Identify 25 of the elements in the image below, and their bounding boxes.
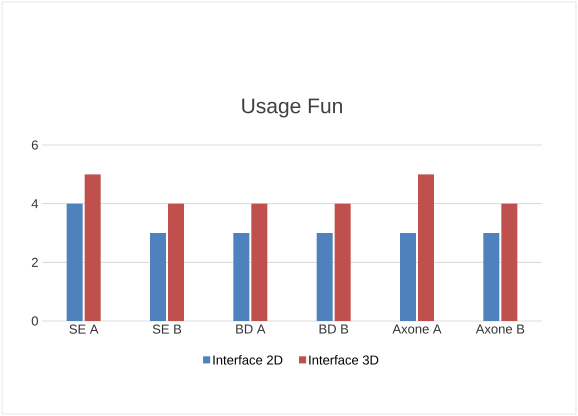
y-tick-label: 6	[32, 140, 38, 150]
y-tick-label: 2	[32, 258, 38, 267]
bar	[483, 233, 500, 321]
x-tick-label: Axone B	[476, 324, 524, 334]
y-tick-label: 4	[32, 199, 38, 208]
x-tick-label: BD B	[320, 324, 348, 334]
bar	[334, 204, 351, 321]
bar	[501, 204, 518, 321]
x-tick-label: SE B	[152, 324, 182, 334]
bar	[251, 204, 268, 321]
bar	[150, 233, 166, 321]
x-tick-label: SE A	[69, 324, 98, 334]
chart-title: Usage Fun	[242, 98, 342, 118]
bar	[66, 204, 83, 321]
bar	[84, 174, 101, 321]
bar	[233, 233, 250, 321]
bar	[418, 174, 434, 321]
bar	[168, 204, 184, 321]
y-tick-label: 0	[32, 316, 38, 326]
x-tick-label: BD A	[236, 324, 266, 334]
bar	[316, 233, 333, 321]
legend-label: Interface 2D	[213, 355, 282, 365]
x-tick-label: Axone A	[392, 324, 442, 334]
bar	[400, 233, 416, 321]
legend-label: Interface 3D	[309, 355, 378, 365]
